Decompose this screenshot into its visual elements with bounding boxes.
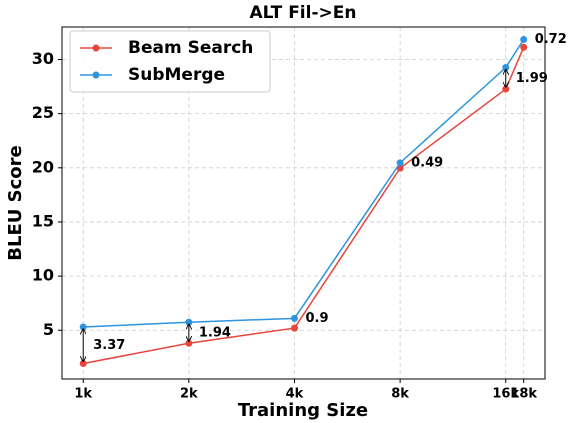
legend-marker xyxy=(92,44,100,52)
chart-title: ALT Fil->En xyxy=(250,3,357,23)
annotation: 0.49 xyxy=(411,155,443,170)
x-tick-label: 4k xyxy=(286,387,304,402)
annotation: 0.9 xyxy=(305,311,328,326)
data-point xyxy=(290,314,298,322)
x-tick-label: 8k xyxy=(391,387,409,402)
x-tick-label: 18k xyxy=(510,387,537,402)
data-point xyxy=(396,159,404,167)
legend-label: SubMerge xyxy=(128,65,225,85)
legend-marker xyxy=(92,71,100,79)
annotation: 1.94 xyxy=(199,325,231,340)
data-point xyxy=(520,35,528,43)
data-point xyxy=(520,43,528,51)
y-tick-label: 25 xyxy=(32,103,54,122)
x-tick-label: 1k xyxy=(74,387,92,402)
annotation: 1.99 xyxy=(516,71,548,86)
annotation: 3.37 xyxy=(93,338,125,353)
y-axis-label: BLEU Score xyxy=(5,145,26,260)
data-point xyxy=(290,324,298,332)
x-axis-label: Training Size xyxy=(238,400,368,421)
y-tick-label: 10 xyxy=(32,266,54,285)
x-tick-label: 2k xyxy=(180,387,198,402)
annotation: 0.72 xyxy=(535,32,567,47)
y-tick-label: 15 xyxy=(32,211,54,230)
series-line xyxy=(83,39,525,328)
series-line xyxy=(83,46,525,365)
x-tick-label: 16k xyxy=(492,387,519,402)
y-tick-label: 20 xyxy=(32,157,54,176)
legend-box xyxy=(69,30,271,93)
legend: Beam Search SubMerge xyxy=(69,30,271,93)
y-tick-label: 30 xyxy=(32,49,54,68)
legend-label: Beam Search xyxy=(128,38,253,58)
plot-frame xyxy=(61,26,546,380)
y-tick-label: 5 xyxy=(43,320,54,339)
